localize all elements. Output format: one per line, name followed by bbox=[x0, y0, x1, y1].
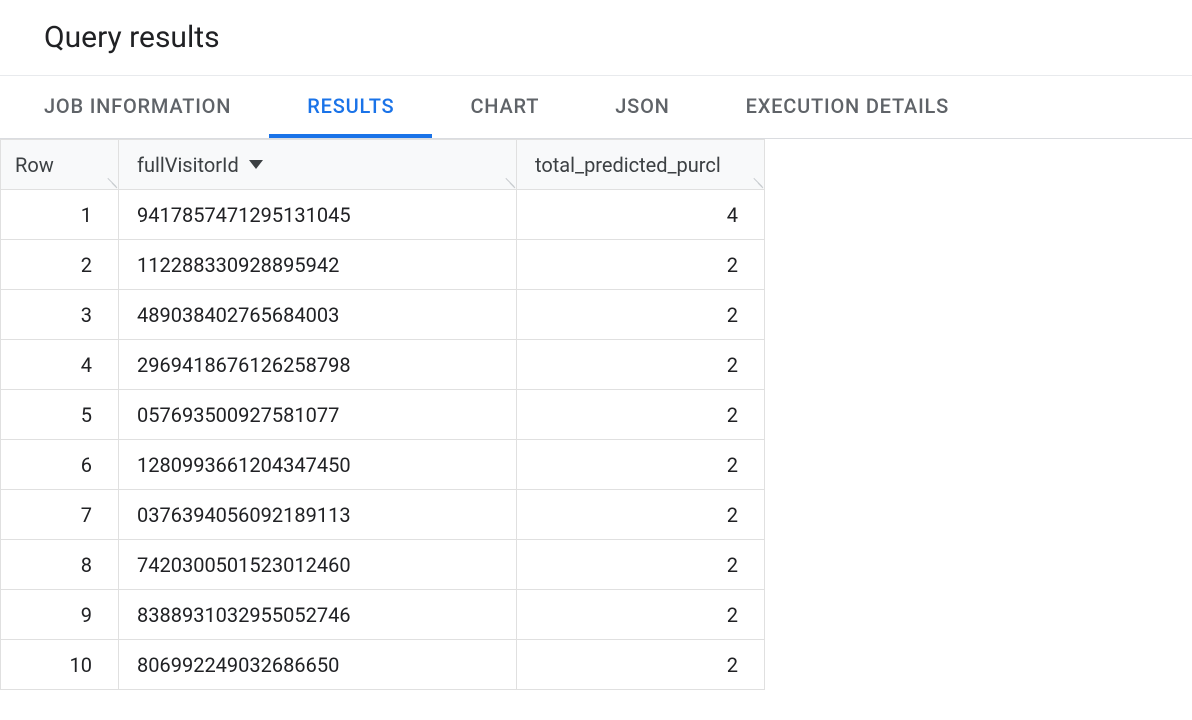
cell-row-index: 4 bbox=[1, 340, 119, 390]
cell-predicted: 2 bbox=[517, 590, 765, 640]
cell-predicted: 4 bbox=[517, 190, 765, 240]
cell-predicted: 2 bbox=[517, 440, 765, 490]
tab-chart[interactable]: CHART bbox=[432, 76, 577, 138]
cell-row-index: 10 bbox=[1, 640, 119, 690]
results-header: Query results bbox=[0, 0, 1192, 75]
cell-row-index: 8 bbox=[1, 540, 119, 590]
cell-predicted: 2 bbox=[517, 240, 765, 290]
resize-handle-icon[interactable] bbox=[502, 175, 514, 187]
cell-predicted: 2 bbox=[517, 640, 765, 690]
table-header-row: Row fullVisitorId total_predicted_purcl bbox=[1, 140, 765, 190]
tab-results[interactable]: RESULTS bbox=[269, 76, 432, 138]
cell-row-index: 3 bbox=[1, 290, 119, 340]
tab-json[interactable]: JSON bbox=[577, 76, 707, 138]
cell-visitor-id: 1280993661204347450 bbox=[119, 440, 517, 490]
cell-predicted: 2 bbox=[517, 290, 765, 340]
resize-handle-icon[interactable] bbox=[104, 175, 116, 187]
tab-execution-details[interactable]: EXECUTION DETAILS bbox=[708, 76, 987, 138]
table-row: 429694186761262587982 bbox=[1, 340, 765, 390]
table-row: 108069922490326866502 bbox=[1, 640, 765, 690]
column-label: total_predicted_purcl bbox=[535, 153, 721, 177]
table-row: 612809936612043474502 bbox=[1, 440, 765, 490]
table-row: 50576935009275810772 bbox=[1, 390, 765, 440]
column-header-row[interactable]: Row bbox=[1, 140, 119, 190]
column-header-predicted[interactable]: total_predicted_purcl bbox=[517, 140, 765, 190]
cell-visitor-id: 806992249032686650 bbox=[119, 640, 517, 690]
cell-visitor-id: 0376394056092189113 bbox=[119, 490, 517, 540]
column-label: Row bbox=[15, 153, 54, 177]
cell-row-index: 1 bbox=[1, 190, 119, 240]
cell-predicted: 2 bbox=[517, 340, 765, 390]
table-row: 874203005015230124602 bbox=[1, 540, 765, 590]
sort-desc-icon bbox=[249, 160, 263, 169]
column-header-visitor[interactable]: fullVisitorId bbox=[119, 140, 517, 190]
results-table: Row fullVisitorId total_predicted_purcl bbox=[0, 139, 765, 690]
results-table-wrap: Row fullVisitorId total_predicted_purcl bbox=[0, 138, 1192, 690]
cell-visitor-id: 112288330928895942 bbox=[119, 240, 517, 290]
table-row: 194178574712951310454 bbox=[1, 190, 765, 240]
cell-visitor-id: 7420300501523012460 bbox=[119, 540, 517, 590]
table-row: 34890384027656840032 bbox=[1, 290, 765, 340]
cell-visitor-id: 2969418676126258798 bbox=[119, 340, 517, 390]
column-label: fullVisitorId bbox=[137, 153, 239, 177]
cell-visitor-id: 489038402765684003 bbox=[119, 290, 517, 340]
cell-predicted: 2 bbox=[517, 540, 765, 590]
resize-handle-icon[interactable] bbox=[750, 175, 762, 187]
cell-row-index: 7 bbox=[1, 490, 119, 540]
tab-job-information[interactable]: JOB INFORMATION bbox=[44, 76, 269, 138]
cell-row-index: 2 bbox=[1, 240, 119, 290]
tabs-container: JOB INFORMATIONRESULTSCHARTJSONEXECUTION… bbox=[0, 75, 1192, 138]
table-row: 703763940560921891132 bbox=[1, 490, 765, 540]
cell-row-index: 9 bbox=[1, 590, 119, 640]
cell-predicted: 2 bbox=[517, 390, 765, 440]
cell-row-index: 6 bbox=[1, 440, 119, 490]
cell-visitor-id: 057693500927581077 bbox=[119, 390, 517, 440]
table-row: 21122883309288959422 bbox=[1, 240, 765, 290]
cell-row-index: 5 bbox=[1, 390, 119, 440]
cell-predicted: 2 bbox=[517, 490, 765, 540]
cell-visitor-id: 8388931032955052746 bbox=[119, 590, 517, 640]
page-title: Query results bbox=[44, 20, 1192, 55]
table-row: 983889310329550527462 bbox=[1, 590, 765, 640]
cell-visitor-id: 9417857471295131045 bbox=[119, 190, 517, 240]
